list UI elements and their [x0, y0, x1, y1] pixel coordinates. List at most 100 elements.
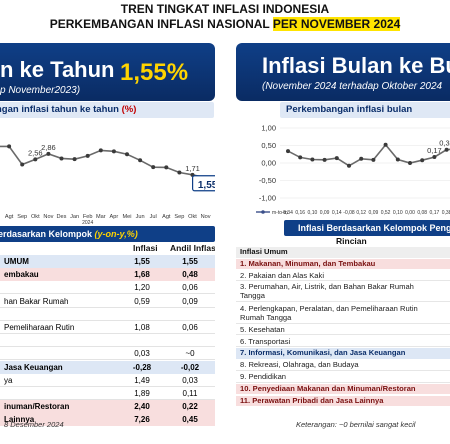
mtm-point [408, 161, 412, 165]
row-text: 7. Informasi, Komunikasi, dan Jasa Keuan… [240, 348, 406, 358]
yoy-x-tick-label: Sep [174, 214, 184, 220]
row-name: Pemeliharaan Rutin [4, 323, 75, 332]
yoy-x-tick-label: Agt [5, 214, 14, 220]
row-andil: ~0 [185, 349, 195, 359]
last-value-box [192, 175, 215, 192]
mtm-point [334, 156, 339, 161]
mtm-legend-marker [261, 210, 265, 214]
mtm-y-tick-label: 0,00 [261, 159, 276, 168]
row-andil: 0,22 [182, 402, 198, 412]
yoy-x-tick-label: Okt [31, 214, 40, 220]
mtm-table-row: 7. Informasi, Komunikasi, dan Jasa Keuan… [236, 348, 450, 359]
yoy-banner: n ke Tahun p November2023) 1,55% [0, 43, 215, 101]
mtm-value-cell: 0,10 [393, 210, 403, 216]
row-inflasi: 1,49 [134, 375, 150, 385]
yoy-table-title: erdasarkan Kelompok (y-on-y,%) [0, 226, 215, 242]
header-title: TREN TINGKAT INFLASI INDONESIA [120, 2, 330, 16]
mtm-value-cell: 0,38 [442, 210, 450, 216]
mtm-y-tick-label: -1,00 [259, 194, 276, 203]
yoy-chart-subtitle: ngan inflasi tahun ke tahun (%) [0, 102, 214, 118]
row-inflasi: 1,20 [134, 283, 150, 293]
yoy-table-row: UMUM 1,55 1,55 [0, 255, 215, 268]
row-inflasi: -0,28 [132, 362, 152, 372]
row-andil: 0,09 [182, 296, 198, 306]
yoy-table-row: 0,03 ~0 [0, 347, 215, 361]
yoy-table-row: 1,20 0,06 [0, 281, 215, 295]
mtm-table-row: 9. Pendidikan [236, 372, 450, 383]
mtm-value-cell: 0,12 [356, 210, 366, 216]
yoy-point [72, 157, 77, 162]
yoy-x-tick-label: Des [57, 214, 67, 220]
yoy-x-tick-label: Apr [110, 214, 119, 220]
yoy-x-tick-label: Jul [150, 214, 157, 220]
row-text-cont: Tangga [240, 291, 265, 301]
yoy-point [138, 158, 143, 163]
col-rincian-header: Rincian [336, 236, 367, 246]
row-name: Jasa Keuangan [4, 362, 63, 372]
mtm-y-tick-label: 1,00 [261, 124, 276, 133]
yoy-table-row [0, 307, 215, 321]
mtm-y-tick-label: 0,50 [261, 141, 276, 150]
yoy-panel: n ke Tahun p November2023) 1,55% ngan in… [0, 40, 215, 444]
mtm-value-cell: 0,52 [381, 210, 391, 216]
row-inflasi: 7,26 [134, 415, 150, 425]
yoy-x-tick-label: Jan [70, 214, 79, 220]
yoy-table-title-text: erdasarkan Kelompok [0, 229, 95, 239]
row-name: inuman/Restoran [4, 402, 70, 412]
row-andil: 0,45 [182, 415, 198, 425]
yoy-chart-subtitle-text: ngan inflasi tahun ke tahun [0, 104, 122, 115]
mtm-legend-label: m-to-m [272, 210, 288, 216]
yoy-table-row: han Bakar Rumah 0,59 0,09 [0, 294, 215, 308]
mtm-value-cell: 0,14 [332, 210, 342, 216]
row-text: Inflasi Umum [240, 247, 288, 256]
mtm-banner: Inflasi Bulan ke Bula (November 2024 ter… [236, 43, 450, 101]
mtm-point [383, 142, 388, 147]
yoy-x-tick-label: Sep [17, 214, 27, 220]
yoy-x-tick-label: Mei [122, 214, 131, 220]
yoy-point [164, 165, 169, 170]
yoy-point [20, 162, 25, 167]
mtm-table-title: Inflasi Berdasarkan Kelompok Peng [284, 220, 450, 236]
row-name: UMUM [4, 257, 29, 266]
row-inflasi: 0,59 [134, 296, 150, 306]
row-inflasi: 2,40 [134, 402, 150, 412]
mtm-table-row: 10. Penyediaan Makanan dan Minuman/Resto… [236, 383, 450, 395]
mtm-y-tick-label: -0,50 [259, 176, 276, 185]
mtm-table-row: 8. Rekreasi, Olahraga, dan Budaya [236, 360, 450, 371]
col-inflasi-header: Inflasi [133, 243, 158, 253]
mtm-banner-subtitle: (November 2024 terhadap Oktober 2024 [262, 81, 443, 92]
row-text-cont: Rumah Tangga [240, 312, 292, 322]
yoy-point [7, 144, 12, 149]
row-text: 9. Pendidikan [240, 372, 287, 381]
mtm-banner-title: Inflasi Bulan ke Bula [262, 53, 450, 78]
mtm-value-cell: -0,08 [343, 210, 355, 216]
yoy-x-tick-label: Feb [83, 214, 93, 220]
yoy-point [125, 152, 129, 157]
yoy-x-tick-label: Jun [136, 214, 145, 220]
mtm-table-row: Inflasi Umum [236, 247, 450, 258]
yoy-table-row: Pemeliharaan Rutin 1,08 0,06 [0, 321, 215, 334]
row-inflasi: 1,68 [134, 270, 150, 280]
col-andil-header: Andil Inflasi [170, 243, 215, 253]
yoy-annotation: 2,56 [28, 148, 43, 157]
yoy-point [151, 165, 156, 170]
yoy-annotation: 1,71 [185, 164, 200, 173]
mtm-value-cell: 0,09 [369, 210, 379, 216]
mtm-point [432, 155, 437, 160]
mtm-point [420, 158, 425, 163]
yoy-table-row: Lainnya 7,26 0,45 [0, 413, 215, 427]
yoy-banner-value: 1,55% [120, 59, 189, 86]
mtm-table-row: 11. Perawatan Pribadi dan Jasa Lainnya [236, 395, 450, 407]
mtm-table-row: 6. Transportasi [236, 336, 450, 348]
mtm-value-cell: 0,34 [283, 210, 293, 216]
row-andil: 0,06 [182, 283, 198, 293]
mtm-value-cell: 0,17 [430, 210, 440, 216]
mtm-table-row: 3. Perumahan, Air, Listrik, dan Bahan Ba… [236, 282, 450, 303]
mtm-table-row: 5. Kesehatan [236, 324, 450, 336]
yoy-table-row: 1,89 0,11 [0, 387, 215, 400]
header-subtitle-prefix: PERKEMBANGAN INFLASI NASIONAL [49, 17, 273, 31]
yoy-chart-subtitle-unit: (%) [121, 104, 137, 115]
mtm-point [298, 155, 303, 160]
row-text: 4. Perlengkapan, Peralatan, dan Pemeliha… [240, 303, 418, 313]
row-text: 8. Rekreasi, Olahraga, dan Budaya [240, 360, 359, 370]
